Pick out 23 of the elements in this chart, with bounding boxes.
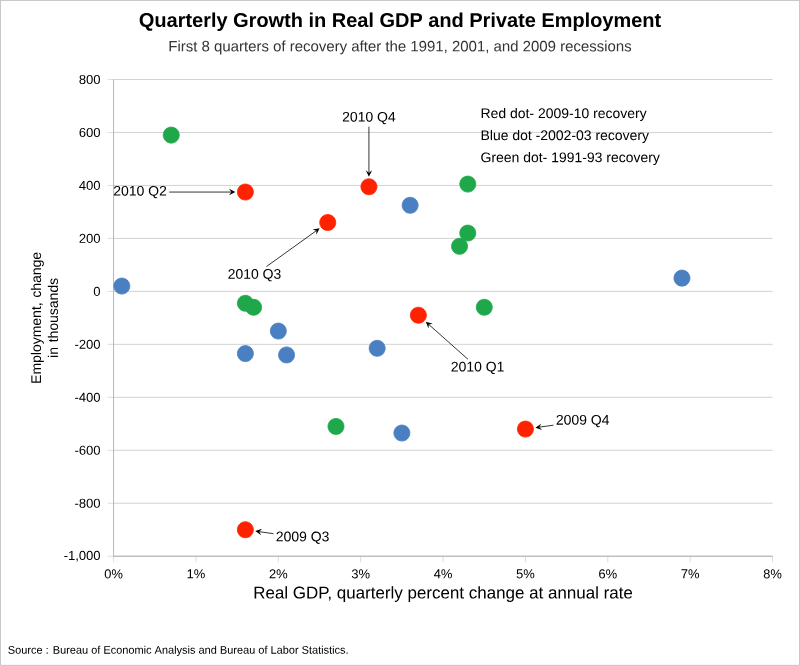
point: [327, 418, 345, 435]
point: [269, 322, 287, 340]
point: [517, 420, 534, 438]
point: [459, 175, 477, 193]
point: [401, 196, 419, 214]
point: [245, 298, 263, 316]
chart-title: Quarterly Growth in Real GDP and Private Employment: [139, 12, 661, 32]
point: [409, 306, 427, 324]
point: [236, 345, 254, 363]
point: [236, 521, 254, 539]
point: [459, 224, 477, 242]
point: [451, 238, 468, 255]
point: [162, 126, 180, 144]
point: [673, 269, 691, 287]
point: [236, 183, 254, 201]
point: [278, 346, 295, 364]
point: [113, 277, 131, 295]
point: [360, 178, 378, 196]
point: [319, 214, 337, 232]
point: [475, 298, 493, 316]
point: [393, 424, 411, 442]
point: [368, 339, 386, 357]
x-axis-title: Real GDP, quarterly percent change at annual rate: [254, 586, 633, 603]
